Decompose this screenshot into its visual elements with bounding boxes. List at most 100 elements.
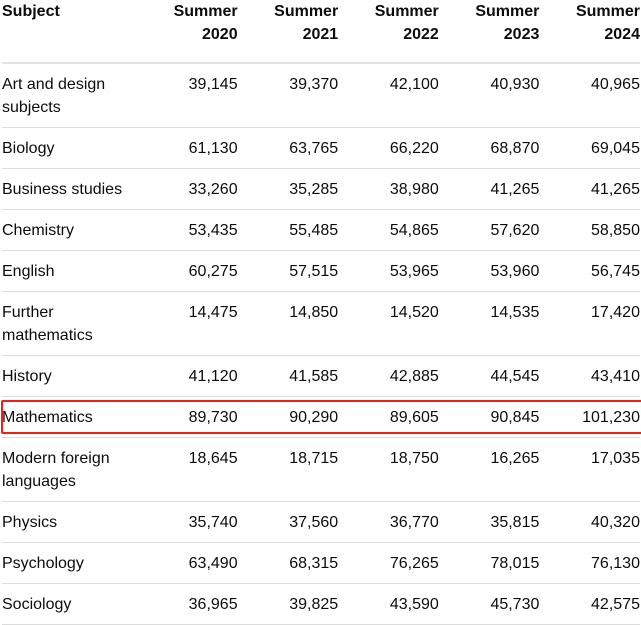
value-cell: 54,865 [389,222,439,239]
value-cell: 17,420 [591,304,640,321]
subject-cell: Mathematics [2,409,93,426]
value-cell: 14,475 [188,304,238,321]
header-line: Summer [575,3,640,20]
subject-cell: Sociology [2,596,72,613]
value-cell: 41,265 [591,181,640,198]
value-cell: 63,765 [289,140,339,157]
value-cell: 90,845 [490,409,540,426]
value-cell: 61,130 [188,140,238,157]
value-cell: 14,520 [389,304,439,321]
value-cell: 68,315 [289,555,339,572]
value-cell: 40,965 [591,76,640,93]
header-year: Summer 2020 [137,0,238,46]
subject-cell: English [2,263,55,280]
value-cell: 42,575 [591,596,640,613]
value-cell: 89,730 [188,409,238,426]
header-line: Subject [2,3,60,20]
value-cell: 18,715 [289,450,339,467]
header-line: Summer [374,3,439,20]
table-row: English 60,275 57,515 53,965 53,960 56,745 [2,251,640,292]
header-line: 2020 [202,26,238,43]
subject-cell: Modern foreign languages [2,450,110,490]
value-cell: 14,535 [490,304,540,321]
value-cell: 57,515 [289,263,339,280]
subject-cell: Art and design subjects [2,76,106,116]
value-cell: 57,620 [490,222,540,239]
table-row: Physics 35,740 37,560 36,770 35,815 40,320 [2,502,640,543]
table-row: Biology 61,130 63,765 66,220 68,870 69,045 [2,128,640,169]
table-row: Psychology 63,490 68,315 76,265 78,015 76,130 [2,543,640,584]
table-row: Business studies 33,260 35,285 38,980 41,265… [2,169,640,210]
value-cell: 36,965 [188,596,238,613]
table-header: Subject Summer 2020 Summer 2021 Summer 2022 Sum… [2,0,640,64]
value-cell: 40,320 [591,514,640,531]
value-cell: 14,850 [289,304,339,321]
table-row: History 41,120 41,585 42,885 44,545 43,410 [2,356,640,397]
value-cell: 39,145 [188,76,238,93]
table-row: Chemistry 53,435 55,485 54,865 57,620 58,850 [2,210,640,251]
value-cell: 42,100 [389,76,439,93]
value-cell: 76,130 [591,555,640,572]
table-row: Mathematics 89,730 90,290 89,605 90,845 101,2… [1,397,641,438]
header-line: Summer [274,3,339,20]
subject-cell: Business studies [2,181,123,198]
value-cell: 33,260 [188,181,238,198]
subject-cell: Chemistry [2,222,75,239]
value-cell: 90,290 [289,409,339,426]
header-line: Summer [475,3,540,20]
value-cell: 43,590 [389,596,439,613]
value-cell: 55,485 [289,222,339,239]
value-cell: 53,960 [490,263,540,280]
header-line: 2024 [604,26,640,43]
value-cell: 58,850 [591,222,640,239]
value-cell: 66,220 [389,140,439,157]
value-cell: 39,370 [289,76,339,93]
value-cell: 42,885 [389,368,439,385]
value-cell: 101,230 [582,409,640,426]
value-cell: 38,980 [389,181,439,198]
value-cell: 60,275 [188,263,238,280]
header-subject: Subject [2,0,137,46]
value-cell: 45,730 [490,596,540,613]
value-cell: 39,825 [289,596,339,613]
value-cell: 56,745 [591,263,640,280]
table-row: Sociology 36,965 39,825 43,590 45,730 42,575 [2,584,640,625]
value-cell: 35,740 [188,514,238,531]
value-cell: 36,770 [389,514,439,531]
value-cell: 35,815 [490,514,540,531]
value-cell: 63,490 [188,555,238,572]
table-row: Further mathematics 14,475 14,850 14,520 14,… [2,292,640,356]
subject-cell: Biology [2,140,55,157]
value-cell: 16,265 [490,450,540,467]
value-cell: 76,265 [389,555,439,572]
value-cell: 53,965 [389,263,439,280]
table-row: Art and design subjects 39,145 39,370 42,10… [2,64,640,128]
value-cell: 41,265 [490,181,540,198]
value-cell: 43,410 [591,368,640,385]
header-year: Summer 2022 [338,0,439,46]
value-cell: 35,285 [289,181,339,198]
subject-cell: History [2,368,52,385]
header-line: Summer [173,3,238,20]
value-cell: 18,645 [188,450,238,467]
header-line: 2022 [403,26,439,43]
header-year: Summer 2021 [238,0,339,46]
value-cell: 17,035 [591,450,640,467]
header-year: Summer 2024 [539,0,640,46]
value-cell: 68,870 [490,140,540,157]
subject-cell: Psychology [2,555,84,572]
value-cell: 18,750 [389,450,439,467]
value-cell: 37,560 [289,514,339,531]
header-line: 2021 [302,26,339,43]
value-cell: 44,545 [490,368,540,385]
value-cell: 69,045 [591,140,640,157]
value-cell: 89,605 [389,409,439,426]
header-line: 2023 [503,26,540,43]
table-row: Modern foreign languages 18,645 18,715 18,7… [2,438,640,502]
value-cell: 78,015 [490,555,540,572]
subject-cell: Further mathematics [2,304,93,344]
value-cell: 53,435 [188,222,238,239]
value-cell: 41,120 [188,368,238,385]
value-cell: 41,585 [289,368,339,385]
